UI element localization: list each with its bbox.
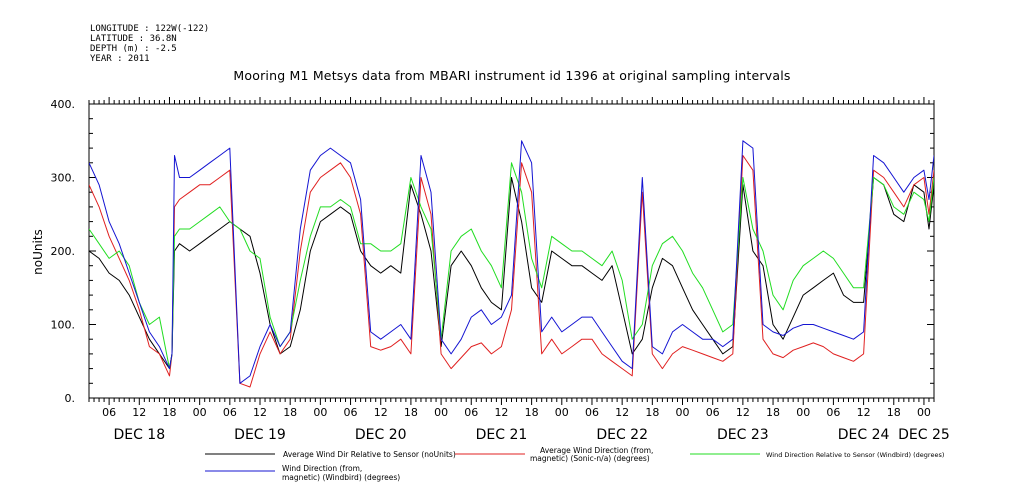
x-day-label: DEC 18 [113, 427, 165, 443]
x-hour-label: 06 [344, 406, 358, 419]
x-hour-label: 12 [736, 406, 750, 419]
legend: Average Wind Dir Relative to Sensor (noU… [205, 446, 944, 482]
legend-item-2: Wind Direction Relative to Sensor (Windb… [690, 451, 944, 459]
meta-year: YEAR : 2011 [90, 54, 150, 64]
x-hour-label: 06 [585, 406, 599, 419]
x-hour-label: 00 [796, 406, 810, 419]
y-tick-label: 400. [51, 98, 76, 111]
x-hour-label: 06 [102, 406, 116, 419]
series-layer [89, 140, 934, 388]
x-hour-label: 12 [253, 406, 267, 419]
x-hour-label: 06 [223, 406, 237, 419]
x-hour-label: 06 [826, 406, 840, 419]
plot-frame [88, 103, 935, 399]
x-hour-label: 00 [434, 406, 448, 419]
x-hour-label: 12 [857, 406, 871, 419]
metadata-block: LONGITUDE : 122W(-122) LATITUDE : 36.8N … [90, 24, 209, 64]
legend-label-1: Average Wind Direction (from, magnetic) … [530, 446, 656, 463]
x-hour-label: 00 [193, 406, 207, 419]
x-day-label: DEC 24 [838, 427, 890, 443]
y-tick-label: 100. [51, 319, 76, 332]
x-day-label: DEC 23 [717, 427, 769, 443]
x-hour-label: 06 [464, 406, 478, 419]
x-hour-label: 18 [162, 406, 176, 419]
series-line-1 [89, 155, 934, 388]
legend-label-2: Wind Direction Relative to Sensor (Windb… [766, 451, 944, 459]
x-day-label: DEC 20 [355, 427, 407, 443]
series-line-3 [89, 140, 934, 384]
meta-longitude: LONGITUDE : 122W(-122) [90, 24, 209, 34]
series-line-0 [89, 177, 934, 370]
legend-item-0: Average Wind Dir Relative to Sensor (noU… [205, 450, 456, 459]
legend-label-3: Wind Direction (from, magnetic) (Windbir… [282, 464, 400, 482]
series-line-2 [89, 162, 934, 370]
legend-item-1: Average Wind Direction (from, magnetic) … [455, 446, 656, 463]
y-tick-label: 200. [51, 245, 76, 258]
x-hour-label: 18 [645, 406, 659, 419]
x-hour-label: 12 [132, 406, 146, 419]
x-hour-label: 12 [374, 406, 388, 419]
x-hour-label: 06 [706, 406, 720, 419]
chart-title: Mooring M1 Metsys data from MBARI instru… [233, 68, 790, 83]
y-axis: 0. 100. 200. 300. 400. [51, 98, 934, 405]
x-axis: 06 12 18 00 06 12 18 00 06 12 18 00 06 12 18 00 06 12 18 00… [88, 97, 950, 443]
x-hour-label: 00 [555, 406, 569, 419]
x-hour-label: 18 [766, 406, 780, 419]
x-hour-label: 18 [525, 406, 539, 419]
y-tick-label: 300. [51, 172, 76, 185]
x-hour-label: 18 [283, 406, 297, 419]
x-day-label: DEC 21 [476, 427, 528, 443]
x-hour-label: 00 [917, 406, 931, 419]
x-hour-label: 18 [887, 406, 901, 419]
x-hour-label: 12 [494, 406, 508, 419]
x-day-label: DEC 25 [898, 427, 950, 443]
x-hour-label: 00 [313, 406, 327, 419]
y-axis-label: noUnits [31, 229, 45, 275]
x-day-label: DEC 22 [596, 427, 648, 443]
x-day-label: DEC 19 [234, 427, 286, 443]
legend-label-0: Average Wind Dir Relative to Sensor (noU… [283, 450, 456, 459]
meta-latitude: LATITUDE : 36.8N [90, 34, 177, 44]
meta-depth: DEPTH (m) : -2.5 [90, 44, 177, 54]
legend-item-3: Wind Direction (from, magnetic) (Windbir… [205, 464, 400, 482]
x-hour-label: 00 [676, 406, 690, 419]
x-hour-label: 18 [404, 406, 418, 419]
x-hour-label: 12 [615, 406, 629, 419]
y-tick-label: 0. [65, 392, 76, 405]
